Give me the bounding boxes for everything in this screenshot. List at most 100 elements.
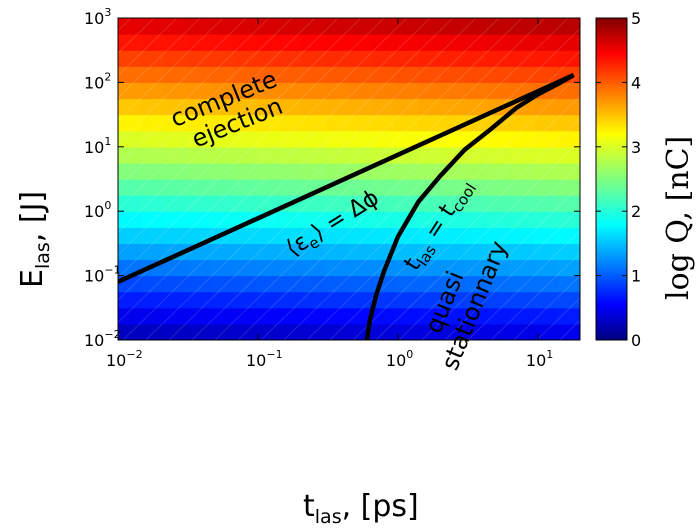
heatmap-cell: [349, 66, 373, 83]
heatmap-cell: [233, 162, 258, 180]
heatmap-cell: [372, 211, 396, 228]
heatmap-cell: [302, 82, 327, 100]
heatmap-cell: [487, 50, 512, 67]
hatch-line: [118, 18, 339, 234]
hatch-line: [375, 140, 580, 340]
heatmap-cell: [279, 130, 304, 148]
hatch-line: [168, 18, 500, 340]
heatmap-cell: [487, 291, 512, 309]
heatmap-cell: [487, 162, 512, 180]
heatmap-cell: [302, 195, 327, 212]
heatmap-cell: [464, 18, 489, 35]
heatmap-cell: [187, 130, 211, 148]
heatmap-cell: [464, 179, 489, 196]
x-axis-label-sub: las: [315, 506, 342, 528]
heatmap-cell: [256, 146, 281, 164]
heatmap-cell: [118, 146, 142, 164]
hatch-line: [122, 18, 454, 340]
heatmap-cell: [441, 291, 466, 309]
heatmap-cell: [164, 259, 188, 277]
heatmap-cell: [418, 291, 442, 309]
heatmap-cell: [372, 162, 396, 180]
heatmap-cell: [349, 82, 373, 100]
heatmap-cell: [395, 50, 419, 67]
heatmap-cell: [279, 227, 304, 244]
heatmap-cell: [256, 162, 281, 180]
heatmap-cell: [141, 323, 165, 340]
colorbar-ticks: 0 1 2 3 4 5: [596, 9, 641, 350]
heatmap-cell: [279, 114, 304, 132]
heatmap-cell: [464, 34, 489, 51]
hatch-line: [237, 18, 569, 340]
heatmap-cell: [464, 195, 489, 212]
heatmap-cell: [256, 195, 281, 212]
heatmap-cell: [418, 195, 442, 212]
heatmap-cell: [556, 179, 580, 196]
heatmap-cell: [487, 323, 512, 340]
heatmap-cell: [141, 98, 165, 116]
heatmap-cell: [556, 195, 580, 212]
heatmap-cell: [510, 307, 535, 325]
heatmap-cell: [187, 195, 211, 212]
heatmap-cell: [510, 162, 535, 180]
y-tick-label: 103: [84, 6, 111, 28]
hatch-line: [118, 18, 132, 32]
heatmap-cell: [556, 50, 580, 67]
heatmap-cell: [349, 34, 373, 51]
heatmap-cell: [418, 259, 442, 277]
heatmap-cell: [256, 66, 281, 83]
heatmap-cell: [210, 243, 235, 261]
heatmap-cell: [556, 34, 580, 51]
heatmap-cell: [441, 179, 466, 196]
heatmap-cell: [349, 179, 373, 196]
heatmap-cell: [418, 275, 442, 293]
heatmap-cell: [118, 50, 142, 67]
heatmap-cell: [441, 259, 466, 277]
heatmap-cell: [464, 259, 489, 277]
heatmap-cell: [302, 98, 327, 116]
heatmap-cell: [118, 114, 142, 132]
heatmap-cell: [302, 34, 327, 51]
heatmap-cell: [510, 211, 535, 228]
heatmap-cell: [233, 179, 258, 196]
heatmap-cell: [418, 50, 442, 67]
heatmap-cell: [510, 130, 535, 148]
heatmap-cell: [302, 18, 327, 35]
x-ticks: 10−2 10−1 100 101: [106, 18, 553, 370]
colorbar: [595, 17, 628, 341]
heatmap-cell: [533, 227, 558, 244]
colorbar-tick-label: 3: [631, 138, 641, 157]
heatmap-cell: [118, 98, 142, 116]
heatmap-cell: [325, 114, 350, 132]
heatmap-cell: [325, 162, 350, 180]
heatmap-cell: [279, 179, 304, 196]
heatmap-cell: [556, 114, 580, 132]
heatmap-cell: [233, 130, 258, 148]
heatmap-cell: [187, 275, 211, 293]
colorbar-tick-label: 0: [631, 331, 641, 350]
heatmap-cell: [395, 162, 419, 180]
heatmap-cell: [556, 18, 580, 35]
y-tick-label: 101: [84, 135, 111, 157]
heatmap-cell: [302, 291, 327, 309]
heatmap-cell: [118, 291, 142, 309]
heatmap-cell: [141, 291, 165, 309]
heatmap-cell: [464, 66, 489, 83]
heatmap-cell: [164, 18, 188, 35]
heatmap-cell: [510, 323, 535, 340]
heatmap-cell: [233, 114, 258, 132]
heatmap-cell: [533, 98, 558, 116]
heatmap-cell: [372, 227, 396, 244]
heatmap-cell: [533, 195, 558, 212]
heatmap-cell: [164, 98, 188, 116]
heatmap-cell: [302, 227, 327, 244]
heatmap-cell: [141, 243, 165, 261]
heatmap-cell: [302, 243, 327, 261]
heatmap-cell: [395, 130, 419, 148]
heatmap-cell: [487, 259, 512, 277]
x-axis-label: tlas, [ps]: [303, 489, 419, 528]
heatmap-cell: [210, 66, 235, 83]
heatmap-cell: [533, 211, 558, 228]
heatmap-cell: [533, 146, 558, 164]
heatmap-cell: [325, 66, 350, 83]
